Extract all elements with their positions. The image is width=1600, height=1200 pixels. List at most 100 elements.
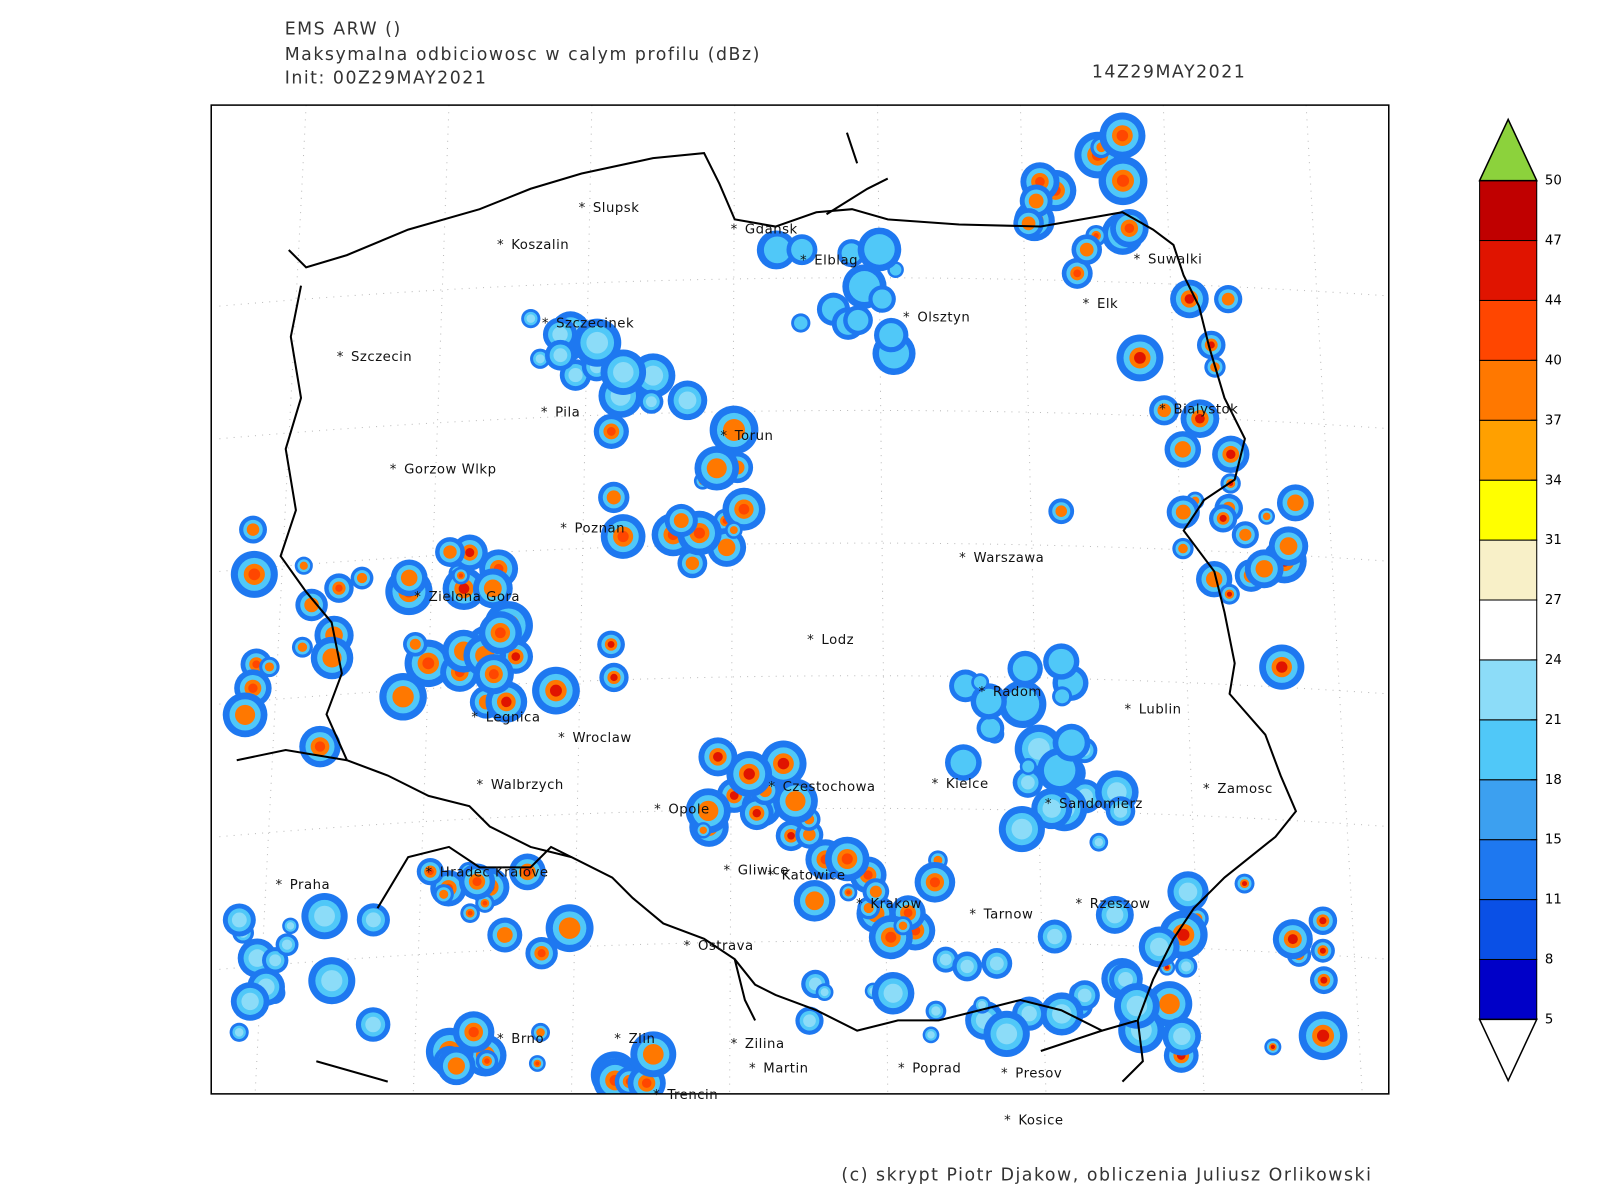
city-marker: * [1076, 897, 1083, 912]
echo-core [297, 642, 308, 652]
echo-mid [847, 309, 869, 331]
echo-core [443, 545, 457, 559]
echo-peak [1116, 129, 1129, 142]
echo-core [978, 1001, 986, 1009]
colorbar-label: 18 [1545, 773, 1562, 788]
city-label: Praha [290, 878, 330, 893]
colorbar-segment [1479, 539, 1538, 601]
echo-peak [1116, 174, 1130, 187]
colorbar-label: 15 [1545, 833, 1562, 848]
colorbar-under [1478, 1018, 1538, 1083]
echo-core [1287, 494, 1304, 512]
product-title: Maksymalna odbiciowosc w calym profilu (… [285, 45, 761, 65]
city-marker: * [979, 685, 986, 700]
echo-core [989, 956, 1004, 971]
init-time: Init: 00Z29MAY2021 [285, 69, 488, 89]
colorbar-label: 47 [1545, 234, 1562, 249]
colorbar-segment [1479, 719, 1538, 781]
echo-mid [950, 749, 977, 776]
colorbar-segment [1479, 599, 1538, 661]
echo-peak [846, 890, 851, 895]
colorbar-label: 5 [1545, 1012, 1553, 1027]
city-label: Rzeszow [1090, 897, 1151, 912]
echo-core [235, 704, 256, 725]
echo-core [568, 367, 583, 383]
echo-peak [693, 527, 705, 539]
city-label: Torun [734, 429, 774, 444]
city-marker: * [426, 866, 433, 881]
echo-core [1239, 528, 1252, 541]
echo-core [231, 912, 247, 928]
colorbar-label: 31 [1545, 533, 1562, 548]
city-label: Zilina [745, 1037, 785, 1052]
colorbar-label: 24 [1545, 653, 1562, 668]
echo-core [1221, 292, 1235, 306]
echo-mid [1012, 656, 1038, 681]
echo-core [1159, 993, 1180, 1015]
echo-peak [1320, 976, 1328, 984]
echo-core [281, 939, 293, 950]
city-marker: * [932, 777, 939, 792]
echo-peak [465, 548, 475, 558]
echo-core [1255, 560, 1273, 578]
echo-core [248, 949, 267, 967]
echo-core [1113, 804, 1128, 818]
colorbar-segment [1479, 779, 1538, 841]
city-marker: * [541, 405, 548, 420]
echo-peak [1226, 591, 1233, 597]
echo-mid [1043, 754, 1076, 787]
city-label: Opole [668, 802, 709, 817]
echo-core [996, 1023, 1018, 1045]
echo-core [1094, 838, 1104, 847]
echo-mid [980, 718, 1001, 738]
colorbar-label: 34 [1545, 473, 1562, 488]
valid-time: 14Z29MAY2021 [1092, 63, 1246, 83]
echo-core [931, 1006, 941, 1016]
city-marker: * [614, 1032, 621, 1047]
city-marker: * [414, 590, 421, 605]
echo-peak [248, 568, 261, 581]
echo-core [1178, 882, 1198, 902]
echo-core [553, 348, 568, 363]
echo-core [1178, 543, 1188, 554]
echo-core [321, 970, 343, 992]
city-label: Hradec Kralove [440, 866, 549, 881]
echo-core [685, 556, 700, 571]
colorbar-segment [1479, 359, 1538, 421]
echo-core [803, 1014, 816, 1028]
city-label: Martin [763, 1061, 808, 1076]
echo-core [869, 885, 882, 898]
colorbar-label: 40 [1545, 353, 1562, 368]
echo-mid [791, 238, 813, 261]
echo-peak [252, 660, 261, 669]
echo-core [269, 954, 282, 967]
city-marker: * [1134, 252, 1141, 267]
echo-peak [1184, 294, 1195, 304]
city-label: Poprad [912, 1061, 961, 1076]
city-marker: * [1124, 702, 1131, 717]
echo-core [1175, 504, 1191, 520]
city-marker: * [477, 778, 484, 793]
echo-peak [738, 503, 750, 515]
city-label: Wroclaw [572, 731, 631, 746]
echo-core [234, 1027, 244, 1037]
echo-peak [641, 1078, 652, 1088]
city-marker: * [497, 1032, 504, 1047]
city-marker: * [720, 429, 727, 444]
echo-core [898, 921, 908, 931]
echo-core [699, 826, 707, 834]
city-label: Walbrzych [491, 778, 564, 793]
echo-core [1011, 818, 1033, 840]
echo-core [1279, 537, 1298, 556]
echo-peak [1035, 176, 1045, 187]
echo-peak [488, 669, 499, 680]
city-marker: * [684, 939, 691, 954]
city-marker: * [767, 869, 774, 884]
echo-core [299, 561, 308, 570]
echo-core [286, 922, 295, 930]
map-frame [210, 104, 1390, 1095]
echo-peak [1195, 413, 1205, 424]
model-title: EMS ARW () [285, 20, 402, 40]
city-label: Suwalki [1148, 252, 1202, 267]
echo-core [1021, 216, 1036, 231]
